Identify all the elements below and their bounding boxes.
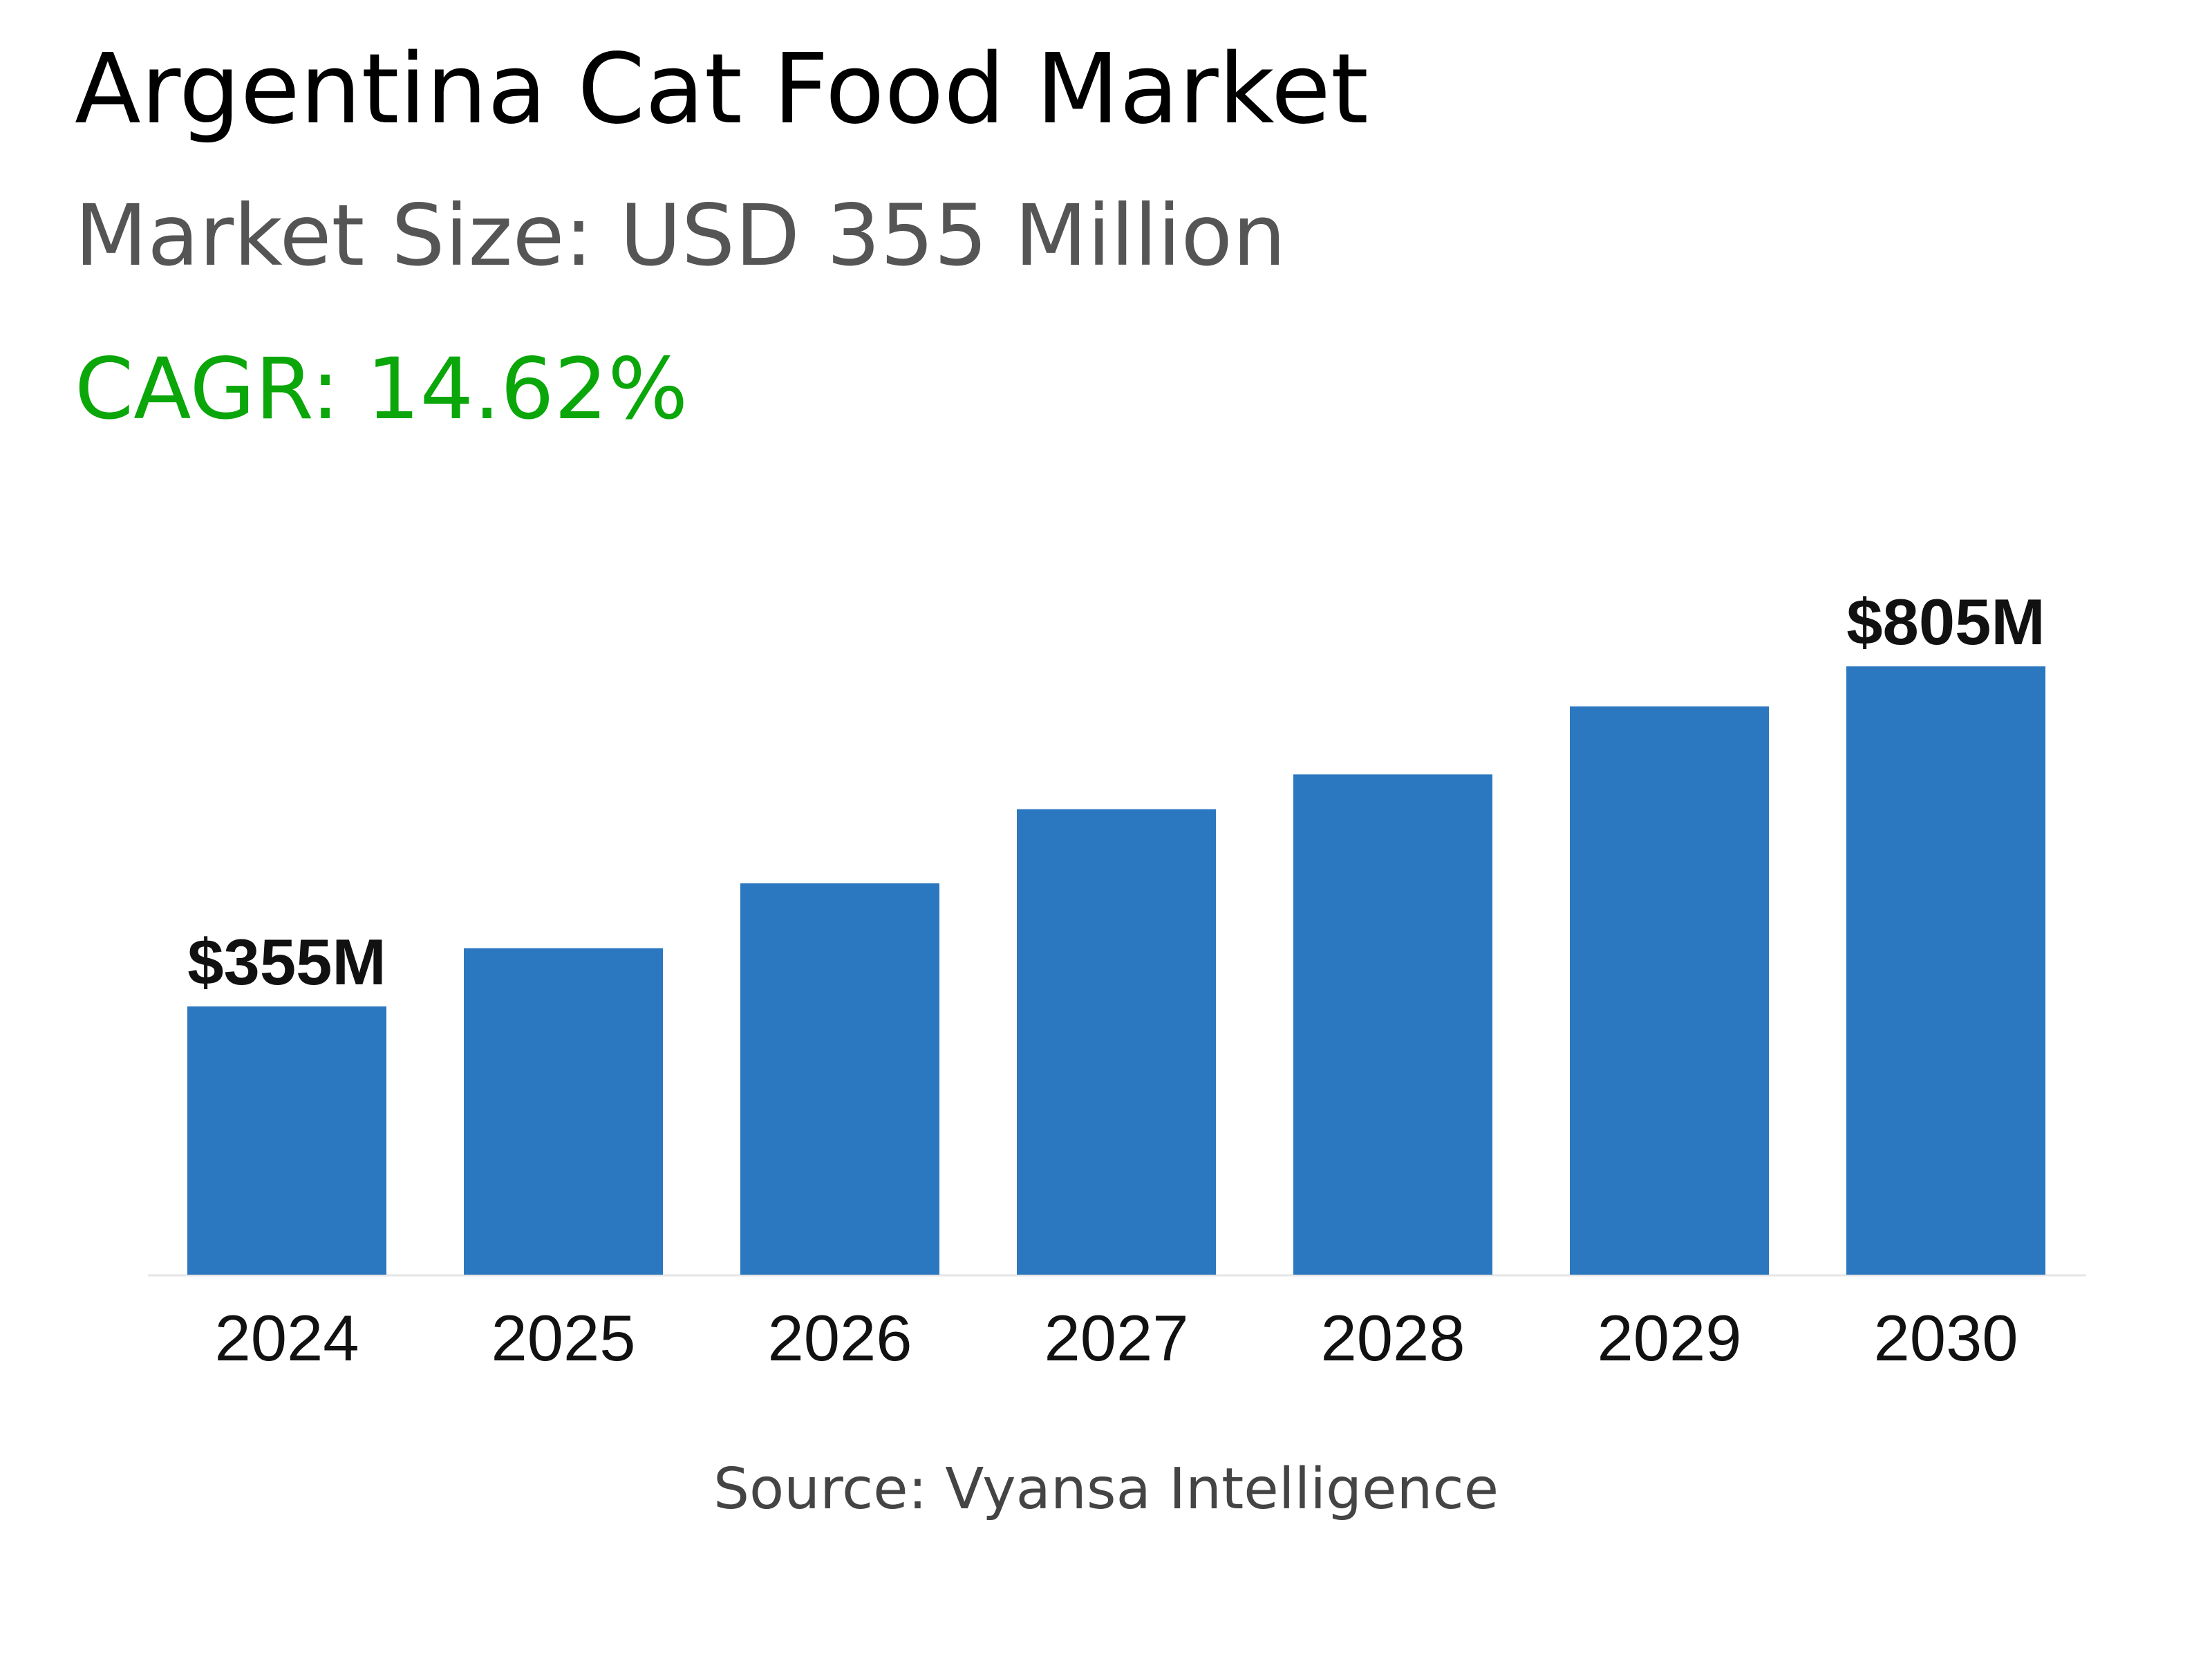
bar-2024 [187,1006,386,1275]
x-tick-label-2024: 2024 [214,1302,359,1374]
bar-2026 [740,883,939,1275]
cagr-subtitle: CAGR: 14.62% [75,340,688,438]
chart-title: Argentina Cat Food Market [75,33,1369,146]
bar-2027 [1017,809,1216,1275]
data-label-2024: $355M [187,926,386,998]
x-tick-label-2026: 2026 [767,1302,912,1374]
x-tick-label-2030: 2030 [1873,1302,2018,1374]
bar-2030 [1846,666,2045,1275]
market-size-subtitle: Market Size: USD 355 Million [75,187,1286,285]
x-tick-label-2025: 2025 [491,1302,635,1374]
x-tick-label-2028: 2028 [1320,1302,1465,1374]
x-tick-label-2029: 2029 [1597,1302,1741,1374]
data-label-2030: $805M [1846,585,2045,658]
bar-2028 [1293,774,1492,1275]
x-tick-label-2027: 2027 [1044,1302,1188,1374]
bar-2025 [464,948,663,1275]
source-note: Source: Vyansa Intelligence [713,1456,1499,1522]
bar-2029 [1570,706,1769,1275]
